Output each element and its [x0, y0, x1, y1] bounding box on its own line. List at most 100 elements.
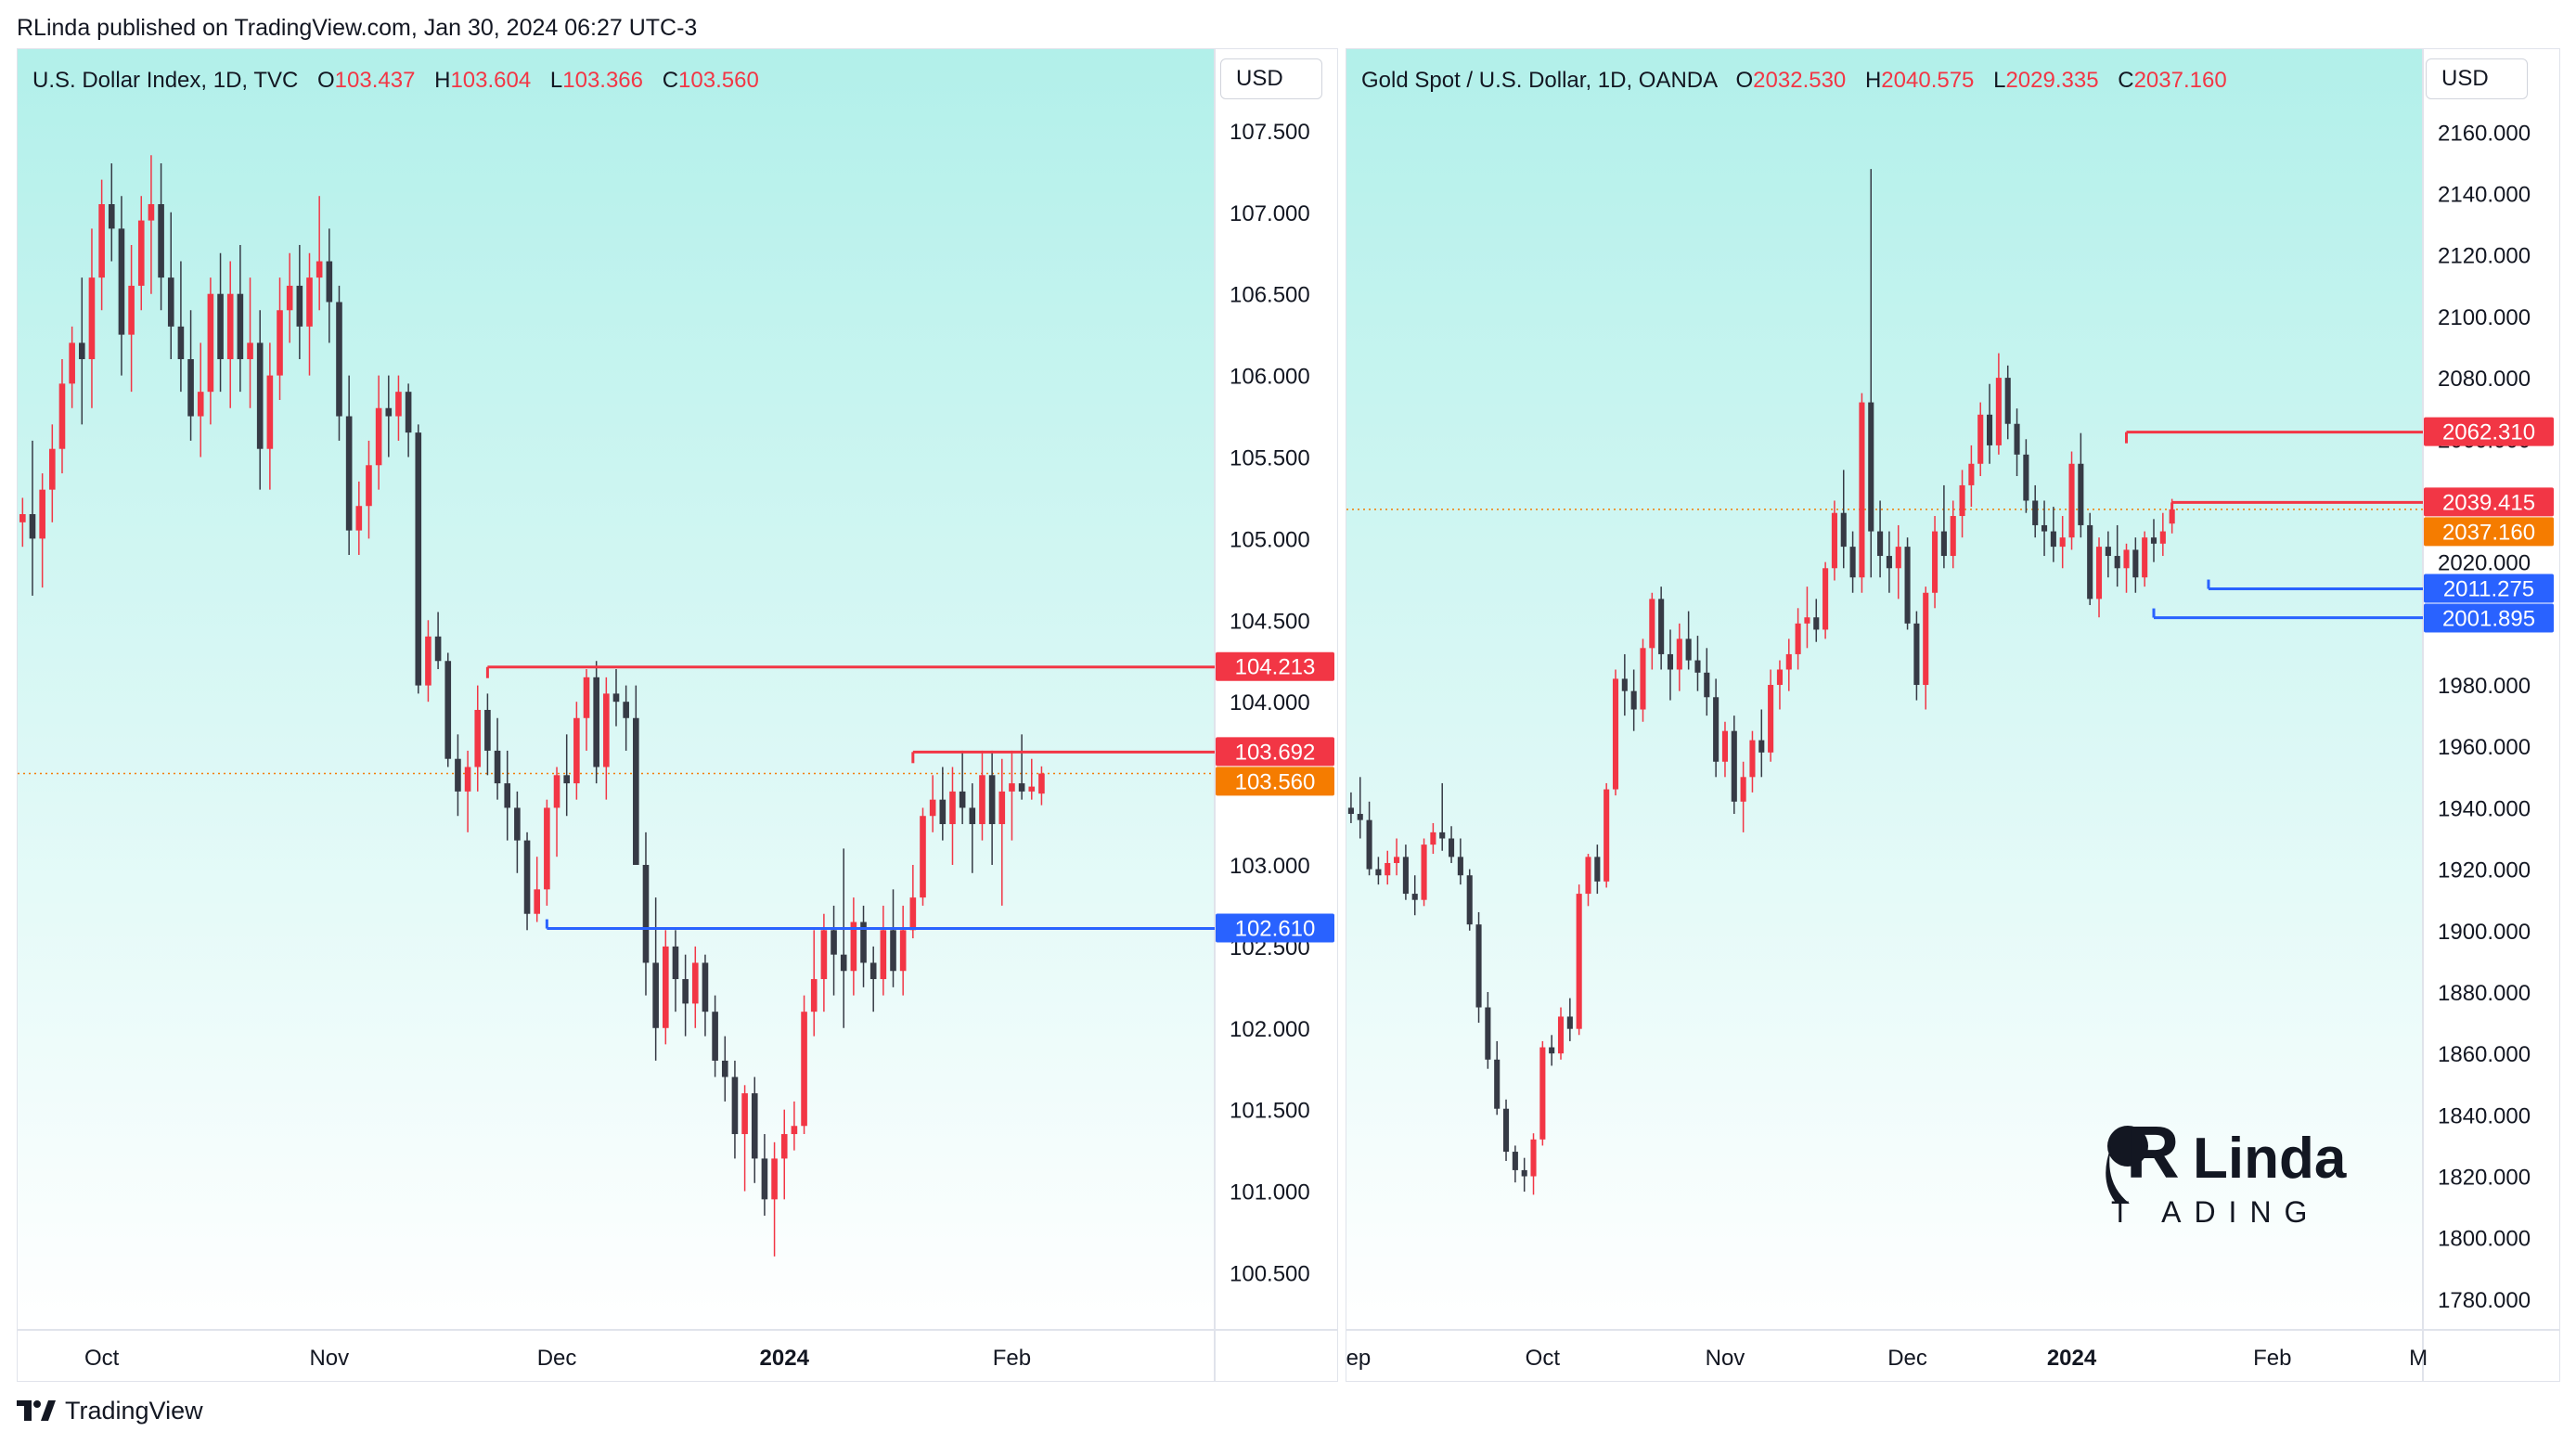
dxy-candle-body: [415, 432, 422, 686]
gold-x-tick-label: Feb: [2253, 1346, 2291, 1371]
dxy-candle-body: [19, 514, 26, 522]
dxy-candle-body: [286, 285, 293, 311]
gold-candle-body: [2095, 547, 2103, 600]
gold-candle-body: [2159, 531, 2166, 544]
gold-candle-body: [2150, 537, 2157, 544]
gold-candle-body: [1840, 512, 1847, 548]
gold-candle-body: [1411, 894, 1418, 900]
dxy-open-value: 103.437: [334, 68, 416, 93]
gold-candle-body: [2004, 378, 2011, 424]
dxy-candle-body: [969, 807, 976, 825]
dxy-chart[interactable]: 100.500101.000101.500102.000102.500103.0…: [18, 49, 1337, 1381]
gold-candle-body: [2078, 463, 2084, 525]
dxy-y-tick-label: 100.500: [1230, 1261, 1310, 1286]
dxy-candle-body: [909, 897, 917, 931]
gold-candle-body: [1932, 531, 1938, 593]
gold-y-tick-label: 1920.000: [2438, 858, 2531, 883]
dxy-price-label-badge: [1216, 651, 1334, 681]
dxy-candle-body: [385, 407, 393, 417]
gold-y-tick-label: 2140.000: [2438, 183, 2531, 208]
gold-candle-body: [2014, 423, 2020, 455]
gold-candle-body: [1494, 1059, 1501, 1109]
gold-ohlc-legend: Gold Spot / U.S. Dollar, 1D, OANDA O2032…: [1361, 68, 2227, 94]
gold-candle-body: [1923, 592, 1929, 686]
dxy-close-label: C: [662, 68, 679, 93]
dxy-candle-body: [831, 930, 837, 955]
gold-close-value: 2037.160: [2133, 68, 2227, 93]
gold-currency-button[interactable]: USD: [2426, 58, 2528, 99]
dxy-candle-body: [39, 489, 45, 539]
gold-candle-body: [1740, 777, 1746, 802]
gold-x-tick-label: Oct: [1526, 1346, 1561, 1371]
dxy-candle-body: [197, 392, 204, 417]
gold-candle-body: [2068, 463, 2075, 538]
dxy-candle-body: [484, 709, 491, 751]
dxy-price-label-badge: [1216, 767, 1334, 796]
dxy-candle-body: [920, 816, 926, 898]
dxy-candle-body: [395, 392, 402, 417]
dxy-price-label-text: 104.213: [1235, 655, 1316, 680]
gold-candle-body: [1804, 617, 1810, 624]
dxy-candle-body: [1038, 773, 1045, 794]
dxy-candle-body: [514, 807, 521, 841]
dxy-price-label-text: 103.692: [1235, 740, 1316, 765]
dxy-candle-body: [237, 293, 244, 360]
gold-candle-body: [1713, 697, 1719, 762]
dxy-candle-body: [929, 799, 936, 817]
dxy-candle-body: [1018, 783, 1025, 792]
dxy-candle-body: [1028, 786, 1036, 792]
dxy-y-tick-label: 102.000: [1230, 1017, 1310, 1042]
gold-candle-body: [2132, 549, 2139, 578]
dxy-candle-body: [869, 962, 877, 980]
gold-x-tick-label: Sep: [1346, 1346, 1371, 1371]
tradingview-brand[interactable]: TradingView: [17, 1395, 203, 1426]
dxy-chart-panel[interactable]: 100.500 101.000 101.500 102.000 102.500 103.0…: [17, 48, 1338, 1382]
dxy-candle-body: [226, 293, 234, 360]
gold-candle-body: [1539, 1047, 1546, 1140]
dxy-candle-body: [820, 930, 828, 980]
svg-text:T ADING: T ADING: [2111, 1195, 2320, 1228]
dxy-candle-body: [256, 342, 264, 449]
dxy-candle-body: [1009, 783, 1015, 792]
gold-candle-body: [1721, 730, 1729, 762]
dxy-y-tick-label: 107.000: [1230, 201, 1310, 226]
gold-low-value: 2029.335: [2005, 68, 2099, 93]
gold-candle-body: [1640, 648, 1646, 710]
published-caption: RLinda published on TradingView.com, Jan…: [17, 15, 698, 41]
gold-price-label-text: 2039.415: [2442, 490, 2535, 515]
gold-candle-body: [1813, 617, 1820, 630]
gold-candle-body: [2169, 509, 2175, 524]
dxy-candle-body: [741, 1093, 748, 1135]
svg-text:R: R: [2126, 1111, 2180, 1193]
gold-candle-body: [2114, 556, 2120, 569]
gold-x-tick-label: Nov: [1706, 1346, 1745, 1371]
gold-chart[interactable]: 1780.000 1800.000 1820.000 1840.000 1860.000…: [1346, 49, 2559, 1381]
gold-y-tick-label: 1940.000: [2438, 796, 2531, 821]
gold-candle-body: [1402, 857, 1409, 895]
dxy-candle-body: [128, 285, 135, 335]
dxy-candle-body: [949, 791, 956, 825]
gold-candle-body: [1630, 690, 1637, 710]
dxy-currency-button[interactable]: USD: [1220, 58, 1322, 99]
gold-candle-body: [2105, 547, 2111, 557]
dxy-candle-body: [939, 799, 947, 825]
gold-candle-body: [1549, 1047, 1555, 1054]
dxy-candle-body: [58, 383, 66, 449]
gold-candle-body: [1877, 531, 1884, 557]
dxy-x-tick-label: 2024: [760, 1346, 810, 1371]
gold-candle-body: [1502, 1108, 1510, 1153]
dxy-candle-body: [860, 922, 867, 963]
gold-y-tick-label: 1980.000: [2438, 674, 2531, 699]
gold-candle-body: [2050, 531, 2056, 548]
gold-candle-body: [1868, 402, 1874, 532]
gold-candle-body: [1859, 402, 1865, 578]
dxy-high-value: 103.604: [450, 68, 532, 93]
dxy-y-tick-label: 105.000: [1230, 527, 1310, 552]
dxy-candle-body: [158, 204, 164, 278]
dxy-price-label-text: 103.560: [1235, 769, 1316, 794]
gold-chart-panel[interactable]: 1780.000 1800.000 1820.000 1840.000 1860.000…: [1346, 48, 2560, 1382]
gold-candle-body: [1749, 740, 1756, 778]
dxy-price-label-text: 102.610: [1235, 917, 1316, 942]
gold-candle-body: [1676, 638, 1682, 670]
gold-candle-body: [1357, 814, 1363, 820]
